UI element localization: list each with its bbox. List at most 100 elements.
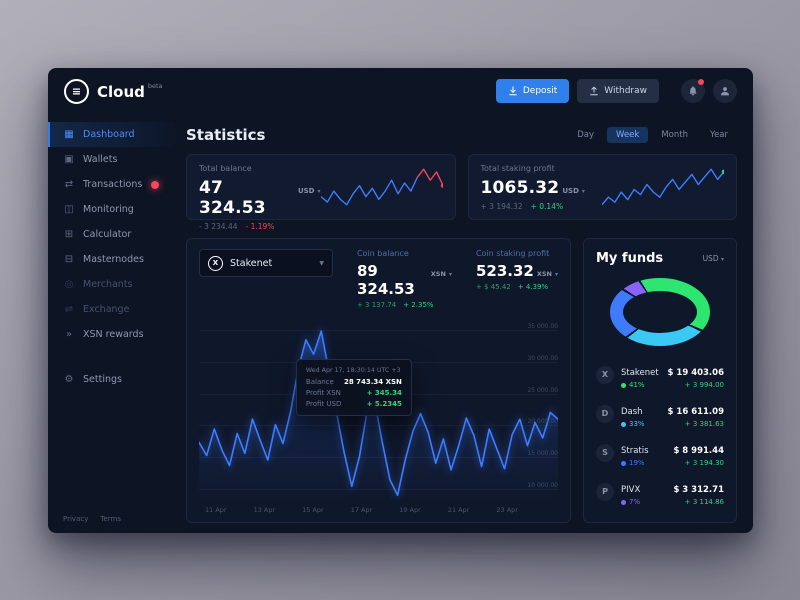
card-label: Total balance	[199, 164, 252, 173]
page-title: Statistics	[186, 126, 266, 144]
fund-change: + 3 114.86	[684, 498, 724, 506]
funds-currency-dropdown[interactable]: USD ▾	[703, 254, 724, 263]
fund-percent: 19%	[629, 459, 645, 467]
tab-month[interactable]: Month	[661, 130, 688, 140]
x-axis-tick-label: 15 Apr	[302, 506, 324, 514]
transactions-icon: ⇄	[64, 179, 74, 190]
privacy-link[interactable]: Privacy	[63, 515, 89, 523]
coin-staking-profit-metric: Coin staking profit 523.32 XSN ▾ + $ 45.…	[476, 249, 558, 291]
app-window: ≡ Cloud beta Deposit Withdraw	[48, 68, 753, 533]
staking-profit-sparkline	[602, 164, 727, 211]
total-staking-profit-card: Total staking profit 1065.32 USD ▾ + 3 1…	[467, 154, 737, 220]
sidebar-item-dashboard[interactable]: ▦ Dashboard	[48, 122, 174, 147]
fund-info: Dash 33%	[621, 399, 661, 428]
notifications-button[interactable]	[681, 79, 705, 103]
coin-staking-profit-unit: XSN	[536, 270, 552, 278]
fund-row-pivx[interactable]: P PIVX 7% $ 3 312.71 + 3 114.86	[596, 477, 724, 506]
sidebar-item-xsn-rewards[interactable]: » XSN rewards	[48, 322, 174, 347]
change-percent: - 1.19%	[245, 222, 275, 231]
y-axis-tick-label: 15 000.00	[527, 450, 558, 458]
x-axis-tick-label: 23 Apr	[496, 506, 518, 514]
fund-row-stratis[interactable]: S Stratis 19% $ 8 991.44 + 3 194.30	[596, 438, 724, 467]
tab-day[interactable]: Day	[577, 130, 595, 140]
account-button[interactable]	[713, 79, 737, 103]
coin-balance-metric: Coin balance 89 324.53 XSN ▾ + 3 137.74 …	[357, 249, 452, 309]
sidebar-item-masternodes[interactable]: ⊟ Masternodes	[48, 247, 174, 272]
tab-year[interactable]: Year	[710, 130, 728, 140]
period-tabs: Day Week Month Year	[568, 127, 737, 143]
change-percent: + 0.14%	[530, 202, 564, 211]
sidebar-item-monitoring[interactable]: ◫ Monitoring	[48, 197, 174, 222]
sidebar-item-settings[interactable]: ⚙ Settings	[48, 367, 174, 392]
deposit-button[interactable]: Deposit	[495, 79, 570, 103]
fund-info: Stratis 19%	[621, 438, 666, 467]
bell-icon	[689, 86, 697, 96]
tooltip-label: Profit USD	[305, 399, 342, 408]
fund-row-stakenet[interactable]: X Stakenet 41% $ 19 403.06 + 3 994.00	[596, 360, 724, 389]
fund-change: + 3 381.63	[684, 420, 724, 428]
fund-info: PIVX 7%	[621, 477, 666, 506]
balance-chart-area[interactable]: Wed Apr 17, 18:30:14 UTC +3 Balance 28 7…	[199, 319, 558, 500]
sidebar-item-label: Calculator	[83, 229, 132, 240]
coin-panel: X Stakenet ▼ Coin balance 89 324.53 XSN …	[186, 238, 571, 523]
coin-staking-profit-dropdown[interactable]: 523.32 XSN ▾	[476, 262, 558, 280]
gridline: 10 000.00	[199, 482, 558, 491]
top-bar: ≡ Cloud beta Deposit Withdraw	[48, 68, 753, 114]
sidebar-item-label: Monitoring	[83, 204, 134, 215]
terms-link[interactable]: Terms	[100, 515, 121, 523]
card-label: Total staking profit	[480, 164, 555, 173]
sidebar-item-transactions[interactable]: ⇄ Transactions	[48, 172, 174, 197]
tooltip-value: 28 743.34 XSN	[343, 377, 402, 386]
deposit-icon	[509, 86, 517, 96]
coin-select-dropdown[interactable]: X Stakenet ▼	[199, 249, 333, 277]
sidebar-item-exchange[interactable]: ⇌ Exchange	[48, 297, 174, 322]
staking-profit-currency-dropdown[interactable]: 1065.32 USD ▾	[481, 178, 585, 198]
sidebar-item-merchants[interactable]: ◎ Merchants	[48, 272, 174, 297]
legend-dot	[621, 382, 626, 388]
total-balance-currency-dropdown[interactable]: 47 324.53 USD ▾	[199, 178, 321, 218]
sidebar-item-calculator[interactable]: ⊞ Calculator	[48, 222, 174, 247]
app-body: ▦ Dashboard ▣ Wallets ⇄ Transactions ◫ M…	[48, 114, 753, 533]
my-funds-panel: My funds USD ▾ X Stakenet 41%	[583, 238, 737, 523]
staking-profit-unit: USD	[562, 187, 579, 195]
sidebar-item-wallets[interactable]: ▣ Wallets	[48, 147, 174, 172]
y-axis-tick-label: 35 000.00	[527, 322, 558, 330]
sidebar-item-label: Dashboard	[83, 129, 135, 140]
fund-percent-row: 19%	[621, 459, 666, 467]
gridline: 15 000.00	[199, 450, 558, 459]
my-funds-header: My funds USD ▾	[596, 251, 724, 266]
sidebar-item-label: Merchants	[83, 279, 133, 290]
main-content: Statistics Day Week Month Year Total bal…	[174, 114, 753, 533]
pivx-coin-icon: P	[596, 482, 614, 501]
stakenet-coin-icon: X	[208, 255, 223, 271]
coin-balance-dropdown[interactable]: 89 324.53 XSN ▾	[357, 262, 452, 298]
stat-cards-row: Total balance 47 324.53 USD ▾ - 3 234.44…	[178, 154, 737, 231]
gridline: 35 000.00	[199, 323, 558, 331]
chevron-down-icon: ▾	[317, 188, 321, 195]
coin-staking-profit-change: + $ 45.42 + 4.39%	[476, 283, 558, 291]
fund-percent-row: 33%	[621, 420, 661, 428]
balance-line-chart[interactable]	[199, 319, 558, 500]
fund-name: Stakenet	[621, 368, 659, 378]
funds-currency: USD	[702, 254, 719, 263]
rewards-icon: »	[65, 329, 73, 340]
tooltip-row-profit-xsn: Profit XSN + 345.34	[306, 389, 402, 397]
staking-profit-value: 1065.32	[480, 178, 560, 198]
fund-percent-row: 41%	[621, 381, 661, 389]
sidebar-item-label: Transactions	[83, 179, 143, 190]
x-axis-tick-label: 17 Apr	[350, 506, 373, 514]
change-percent: + 4.39%	[517, 283, 549, 291]
fund-value: $ 3 312.71	[673, 485, 724, 495]
tab-week[interactable]: Week	[607, 127, 649, 143]
coin-staking-profit-value: 523.32	[475, 262, 534, 280]
withdraw-button[interactable]: Withdraw	[577, 79, 659, 103]
cloud-logo-icon: ≡	[64, 78, 89, 104]
app-logo: ≡ Cloud beta	[64, 78, 163, 104]
fund-values: $ 16 611.09 + 3 381.63	[668, 399, 724, 428]
beta-badge: beta	[147, 81, 163, 90]
fund-row-dash[interactable]: D Dash 33% $ 16 611.09 + 3 381.63	[596, 399, 724, 428]
sidebar-item-label: Exchange	[83, 304, 130, 315]
y-axis-tick-label: 30 000.00	[527, 354, 558, 362]
staking-profit-change: + 3 194.32 + 0.14%	[481, 202, 585, 211]
